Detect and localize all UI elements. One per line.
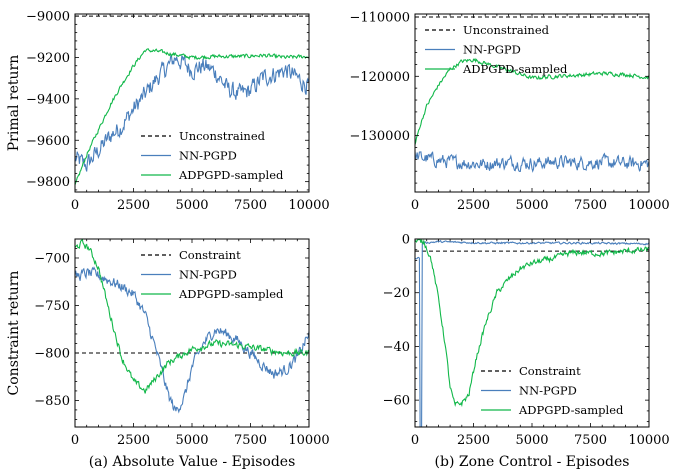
plot-frame	[414, 238, 650, 428]
y-tick-label: −110000	[349, 10, 410, 25]
x-axis-title: (b) Zone Control - Episodes	[435, 454, 630, 470]
x-tick-label: 10000	[288, 198, 329, 213]
y-axis-title: Primal return	[6, 55, 22, 151]
plot-frame	[74, 13, 310, 193]
panel-absolute-value-constraint: 0 2500 5000 7500 10000 −700 −750 −800 −850 Constr…	[6, 238, 330, 470]
legend-entry-nn-pgpd: NN-PGPD	[463, 43, 521, 57]
legend-entry-adpgpd-sampled: ADPGPD-sampled	[462, 62, 568, 76]
legend: Unconstrained NN-PGPD ADPGPD-sampled	[141, 129, 284, 182]
x-tick-label: 2500	[117, 433, 150, 448]
x-tick-label: 0	[411, 198, 419, 213]
y-tick-label: −9400	[26, 92, 70, 107]
x-tick-label: 5000	[175, 198, 208, 213]
series-line-nn-pgpd	[415, 239, 649, 427]
y-tick-label: −700	[34, 251, 70, 266]
x-axis-title: (a) Absolute Value - Episodes	[89, 454, 296, 470]
legend-entry-nn-pgpd: NN-PGPD	[519, 384, 577, 398]
legend-entry-adpgpd-sampled: ADPGPD-sampled	[178, 287, 284, 301]
x-tick-label: 0	[71, 198, 79, 213]
legend-entry-unconstrained: Unconstrained	[179, 129, 266, 143]
y-tick-label: −130000	[349, 129, 410, 144]
series-line-adpgpd-sampled	[75, 239, 309, 394]
series-line-adpgpd-sampled	[75, 47, 309, 185]
series-line-adpgpd-sampled	[415, 239, 649, 408]
x-tick-label: 5000	[515, 433, 548, 448]
legend-entry-unconstrained: Unconstrained	[463, 23, 550, 37]
y-tick-label: −9600	[26, 134, 70, 149]
y-tick-label: −9800	[26, 175, 70, 190]
y-tick-label: −60	[383, 394, 410, 409]
y-axis-title: Constraint return	[6, 271, 22, 396]
x-tick-label: 2500	[457, 433, 490, 448]
x-tick-label: 7500	[234, 198, 267, 213]
legend-entry-nn-pgpd: NN-PGPD	[179, 149, 237, 163]
panel-absolute-value-primal: 0 2500 5000 7500 10000 −9000 −9200 −9400 −9600 −9…	[6, 10, 330, 213]
y-tick-label: −9000	[26, 10, 70, 25]
panel-zone-control-primal: 0 2500 5000 7500 10000 −110000 −120000 −130000 U…	[349, 10, 669, 213]
legend-entry-adpgpd-sampled: ADPGPD-sampled	[518, 403, 624, 417]
y-tick-label: −850	[34, 394, 70, 409]
y-tick-label: −800	[34, 346, 70, 361]
x-tick-label: 10000	[628, 198, 669, 213]
y-tick-label: −9200	[26, 51, 70, 66]
legend-entry-nn-pgpd: NN-PGPD	[179, 268, 237, 282]
legend-entry-adpgpd-sampled: ADPGPD-sampled	[178, 168, 284, 182]
x-tick-label: 0	[71, 433, 79, 448]
legend-entry-constraint: Constraint	[519, 364, 581, 378]
x-tick-label: 7500	[574, 433, 607, 448]
series-line-adpgpd-sampled	[415, 57, 649, 145]
legend: Constraint NN-PGPD ADPGPD-sampled	[481, 364, 624, 417]
x-tick-label: 10000	[288, 433, 329, 448]
x-tick-label: 0	[411, 433, 419, 448]
x-tick-label: 2500	[117, 198, 150, 213]
y-tick-label: −20	[383, 286, 410, 301]
legend: Unconstrained NN-PGPD ADPGPD-sampled	[425, 23, 568, 76]
x-tick-label: 7500	[234, 433, 267, 448]
legend-entry-constraint: Constraint	[179, 248, 241, 262]
x-tick-label: 5000	[175, 433, 208, 448]
x-tick-label: 5000	[515, 198, 548, 213]
x-tick-label: 10000	[628, 433, 669, 448]
y-tick-label: −120000	[349, 70, 410, 85]
x-tick-label: 7500	[574, 198, 607, 213]
series-line-nn-pgpd	[75, 266, 309, 414]
legend: Constraint NN-PGPD ADPGPD-sampled	[141, 248, 284, 301]
y-tick-label: 0	[402, 233, 410, 248]
series-line-nn-pgpd	[75, 53, 309, 172]
y-tick-label: −40	[383, 340, 410, 355]
x-tick-label: 2500	[457, 198, 490, 213]
panel-zone-control-constraint: 0 2500 5000 7500 10000 0 −20 −40 −60 (b) Zone Con…	[383, 233, 670, 471]
series-line-nn-pgpd	[415, 151, 649, 173]
y-tick-label: −750	[34, 299, 70, 314]
